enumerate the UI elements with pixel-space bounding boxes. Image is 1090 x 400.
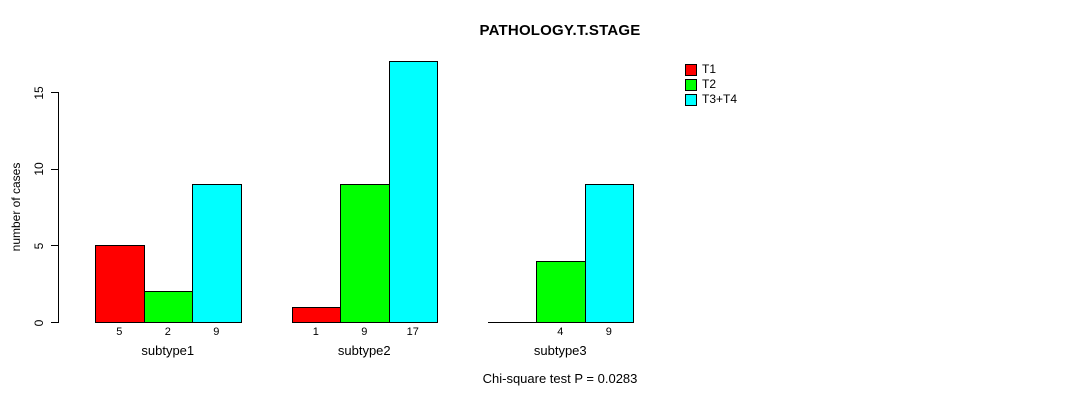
bar-value-label: 9 xyxy=(213,326,220,338)
y-axis-tick-label: 0 xyxy=(32,319,46,326)
y-axis-tick-label: 10 xyxy=(32,162,46,176)
y-axis-tick xyxy=(51,245,58,247)
y-axis-tick-label: 15 xyxy=(32,85,46,100)
chart-title: PATHOLOGY.T.STAGE xyxy=(479,22,641,39)
x-axis-category-label: subtype3 xyxy=(533,343,587,358)
bar-value-label: 9 xyxy=(605,326,612,338)
bar-subtype2-T3+T4 xyxy=(388,61,438,323)
bar-subtype2-T2 xyxy=(340,184,390,323)
y-axis-tick xyxy=(51,322,58,323)
legend-label: T2 xyxy=(702,77,717,91)
bar-subtype3-T1 xyxy=(487,322,537,323)
legend-swatch-icon xyxy=(685,93,697,106)
y-axis-label: number of cases xyxy=(9,162,23,252)
bar-value-label: 1 xyxy=(312,326,319,338)
y-axis-line xyxy=(58,92,59,323)
bar-value-label: 4 xyxy=(557,326,564,338)
legend-item: T2 xyxy=(685,77,737,92)
bar-value-label: 17 xyxy=(406,326,419,338)
bar-subtype3-T2 xyxy=(536,260,586,323)
bar-subtype1-T1 xyxy=(95,245,145,323)
legend-item: T3+T4 xyxy=(685,92,737,107)
y-axis-tick-label: 5 xyxy=(32,242,46,250)
bar-value-label: 9 xyxy=(361,326,368,338)
y-axis-tick xyxy=(51,168,58,170)
bar-value-label: 5 xyxy=(116,326,123,338)
bar-value-label: 2 xyxy=(164,326,171,338)
legend-label: T1 xyxy=(702,62,717,76)
chi-square-note: Chi-square test P = 0.0283 xyxy=(482,371,638,386)
bar-subtype3-T3+T4 xyxy=(584,184,634,323)
legend-swatch-icon xyxy=(685,63,697,76)
legend-item: T1 xyxy=(685,62,737,77)
y-axis-tick xyxy=(51,92,58,94)
x-axis-category-label: subtype1 xyxy=(141,343,195,358)
legend: T1 T2 T3+T4 xyxy=(685,62,737,107)
bar-subtype2-T1 xyxy=(291,306,341,323)
legend-swatch-icon xyxy=(685,78,697,91)
bar-subtype1-T2 xyxy=(143,291,193,323)
x-axis-category-label: subtype2 xyxy=(337,343,391,358)
bar-subtype1-T3+T4 xyxy=(192,184,242,323)
legend-label: T3+T4 xyxy=(702,92,738,106)
